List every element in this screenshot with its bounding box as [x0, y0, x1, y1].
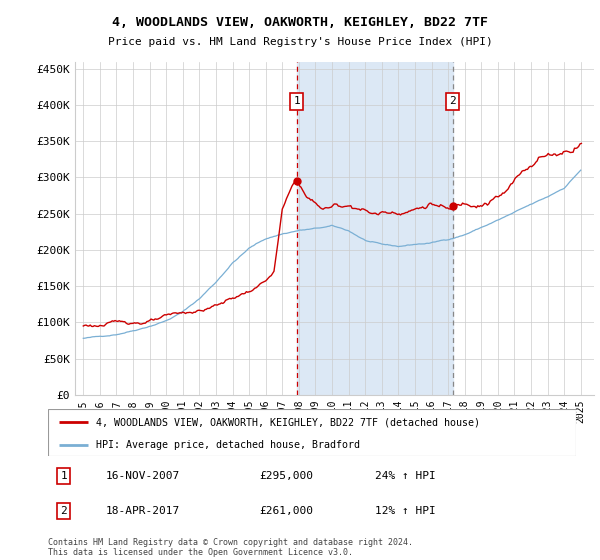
Text: 18-APR-2017: 18-APR-2017 — [106, 506, 181, 516]
Text: 1: 1 — [293, 96, 300, 106]
Text: 12% ↑ HPI: 12% ↑ HPI — [376, 506, 436, 516]
Text: 1: 1 — [61, 471, 67, 481]
Text: £261,000: £261,000 — [259, 506, 313, 516]
Text: Contains HM Land Registry data © Crown copyright and database right 2024.
This d: Contains HM Land Registry data © Crown c… — [48, 538, 413, 557]
Text: 2: 2 — [449, 96, 456, 106]
Text: £295,000: £295,000 — [259, 471, 313, 481]
Text: 4, WOODLANDS VIEW, OAKWORTH, KEIGHLEY, BD22 7TF (detached house): 4, WOODLANDS VIEW, OAKWORTH, KEIGHLEY, B… — [95, 417, 479, 427]
Text: 4, WOODLANDS VIEW, OAKWORTH, KEIGHLEY, BD22 7TF: 4, WOODLANDS VIEW, OAKWORTH, KEIGHLEY, B… — [112, 16, 488, 29]
Bar — [297, 62, 453, 395]
Text: Price paid vs. HM Land Registry's House Price Index (HPI): Price paid vs. HM Land Registry's House … — [107, 37, 493, 47]
Text: 2: 2 — [61, 506, 67, 516]
Text: HPI: Average price, detached house, Bradford: HPI: Average price, detached house, Brad… — [95, 440, 359, 450]
Text: 16-NOV-2007: 16-NOV-2007 — [106, 471, 181, 481]
Text: 24% ↑ HPI: 24% ↑ HPI — [376, 471, 436, 481]
